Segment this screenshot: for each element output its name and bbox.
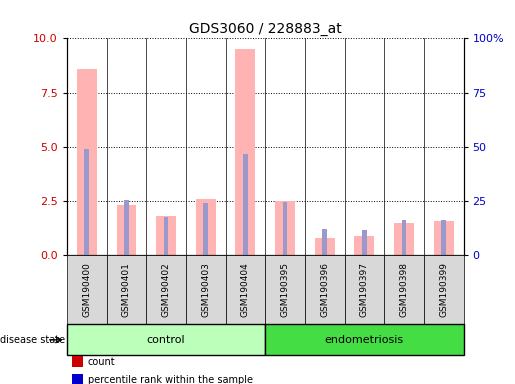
Bar (203, 203, 208, 255)
Bar (362, 230, 367, 255)
Text: GSM190400: GSM190400 (82, 263, 91, 317)
Bar (226, 255, 265, 324)
Bar (67, 255, 107, 324)
Bar (243, 154, 248, 255)
Text: endometriosis: endometriosis (325, 335, 404, 345)
Bar (107, 255, 146, 324)
Bar (235, 49, 255, 255)
Text: GSM190396: GSM190396 (320, 262, 329, 318)
Bar (305, 255, 345, 324)
Bar (322, 229, 327, 255)
Text: GSM190401: GSM190401 (122, 263, 131, 317)
Bar (196, 199, 216, 255)
Bar (164, 217, 168, 255)
Bar (441, 220, 446, 255)
Bar (146, 255, 186, 324)
Bar (394, 223, 414, 255)
Bar (84, 149, 89, 255)
Bar (354, 236, 374, 255)
Text: GSM190395: GSM190395 (281, 262, 289, 318)
Bar (116, 205, 136, 255)
Bar (424, 255, 464, 324)
Text: GSM190403: GSM190403 (201, 263, 210, 317)
Bar (77, 69, 97, 255)
Bar (124, 200, 129, 255)
Bar (156, 216, 176, 255)
Text: percentile rank within the sample: percentile rank within the sample (88, 375, 252, 384)
Text: disease state: disease state (0, 335, 65, 345)
Bar (265, 255, 305, 324)
Text: GSM190399: GSM190399 (439, 262, 448, 318)
Bar (315, 238, 335, 255)
Text: count: count (88, 357, 115, 367)
Text: GSM190397: GSM190397 (360, 262, 369, 318)
Text: GSM190398: GSM190398 (400, 262, 408, 318)
Text: GSM190404: GSM190404 (241, 263, 250, 317)
Text: control: control (147, 335, 185, 345)
Text: GSM190402: GSM190402 (162, 263, 170, 317)
Bar (402, 220, 406, 255)
Bar (345, 255, 384, 324)
Bar (275, 201, 295, 255)
Bar (265, 324, 464, 355)
Bar (434, 221, 454, 255)
Bar (186, 255, 226, 324)
Title: GDS3060 / 228883_at: GDS3060 / 228883_at (189, 22, 341, 36)
Bar (384, 255, 424, 324)
Bar (283, 202, 287, 255)
Bar (67, 324, 265, 355)
